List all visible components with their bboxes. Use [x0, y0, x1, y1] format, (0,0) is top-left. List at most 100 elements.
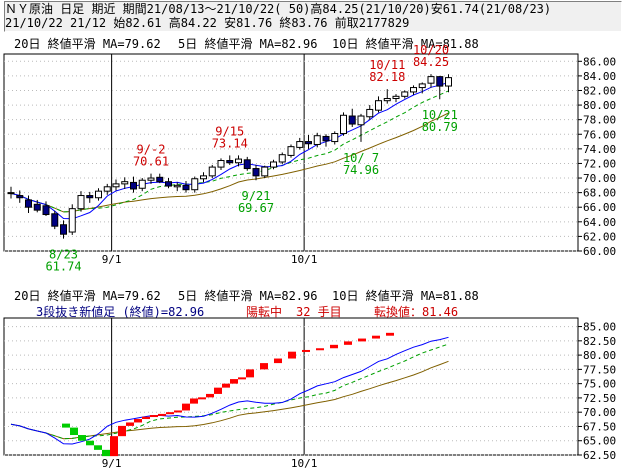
tlb-up-brick [174, 410, 182, 413]
tlb-down-brick [78, 435, 86, 441]
candle-body [77, 195, 85, 210]
tlb-up-brick [198, 397, 206, 400]
bot-y-tick-label: 65.00 [583, 435, 616, 448]
tlb-up-brick [260, 363, 268, 370]
tlb-down-brick [62, 423, 70, 428]
bot-x-tick-label: 9/1 [102, 457, 122, 470]
tlb-plot-frame [3, 317, 579, 456]
tlb-up-brick [142, 416, 150, 420]
tlb-up-brick [288, 351, 296, 359]
bot-y-tick-label: 72.50 [583, 392, 616, 405]
low-annotation-date: 9/21 [242, 189, 271, 203]
candle-body [191, 178, 199, 191]
tlb-down-brick [70, 427, 78, 436]
candle-body [7, 192, 15, 195]
top-y-tick-label: 62.00 [583, 230, 616, 243]
high-annotation-date: 9/15 [215, 124, 244, 138]
legend-ma5: 5日 終値平滑 MA=82.96 [178, 36, 317, 51]
candle-body [243, 159, 251, 170]
tlb-up-brick [182, 403, 190, 411]
candle-body [156, 176, 164, 183]
tlb-up-brick [118, 425, 126, 437]
candle-body [375, 100, 382, 111]
candle-body [348, 115, 356, 125]
high-annotation-value: 82.18 [369, 70, 405, 84]
tlb-up-brick [274, 358, 282, 364]
top-y-tick-label: 86.00 [583, 55, 616, 68]
bot-y-tick-label: 62.50 [583, 449, 616, 462]
candle-body [130, 181, 137, 190]
tlb-up-brick [358, 338, 366, 342]
three-line-break-panel: 20日 終値平滑 MA=79.62 5日 終値平滑 MA=82.96 10日 終… [3, 288, 616, 470]
top-y-tick-label: 74.00 [583, 143, 616, 156]
bot-ma10-line [10, 343, 449, 440]
tlb-up-brick [222, 383, 230, 388]
low-annotation-date: 8/23 [49, 248, 78, 262]
tlb-up-brick [134, 419, 142, 423]
tlb-down-brick [102, 449, 110, 457]
bot-y-tick-label: 80.00 [583, 349, 616, 362]
candle-body [383, 98, 391, 102]
bot-y-tick-label: 70.00 [583, 406, 616, 419]
legend-ma20-lower: 20日 終値平滑 MA=79.62 [14, 288, 161, 303]
tlb-up-brick [166, 412, 174, 415]
candle-body [86, 195, 94, 199]
legend-ma5-lower: 5日 終値平滑 MA=82.96 [178, 288, 317, 303]
candle-body [296, 141, 304, 148]
candle-body [147, 177, 155, 181]
tlb-turn-value: 転換値：81.46 [374, 304, 458, 319]
tlb-up-brick [344, 341, 352, 345]
tlb-up-brick [316, 348, 324, 351]
tlb-up-brick [214, 387, 222, 394]
candle-body [165, 181, 172, 187]
candle-body [322, 135, 330, 142]
top-y-tick-label: 66.00 [583, 201, 616, 214]
tlb-up-brick [126, 422, 134, 426]
tlb-up-brick [238, 377, 246, 380]
top-y-tick-label: 84.00 [583, 70, 616, 83]
candle-body [112, 183, 120, 188]
candle-body [208, 166, 216, 177]
candle-body [95, 190, 102, 199]
top-x-tick-label: 9/1 [102, 253, 122, 266]
top-y-tick-label: 68.00 [583, 187, 616, 200]
bot-ma5-line [10, 336, 449, 445]
candle-body [200, 175, 207, 180]
candle-body [173, 184, 181, 188]
tlb-up-brick [158, 413, 166, 416]
candle-body [25, 199, 32, 208]
candle-body [16, 195, 24, 199]
candle-body [103, 186, 111, 192]
top-y-tick-label: 72.00 [583, 157, 616, 170]
candle-body [235, 158, 242, 164]
tlb-up-brick [330, 344, 338, 349]
candle-body [436, 76, 444, 87]
tlb-up-brick [386, 332, 394, 336]
candle-body [182, 184, 190, 191]
low-annotation-value: 61.74 [45, 260, 81, 274]
bot-y-tick-label: 67.50 [583, 420, 616, 433]
candle-body [392, 95, 400, 100]
high-annotation-value: 84.25 [413, 55, 449, 69]
tlb-up-brick [246, 369, 254, 378]
candle-body [445, 77, 452, 87]
tlb-up-brick [110, 436, 118, 457]
high-annotation-date: 10/20 [413, 43, 449, 57]
low-annotation-value: 74.96 [343, 163, 379, 177]
legend-ma10: 10日 終値平滑 MA=81.88 [332, 36, 479, 51]
chart-header-latest: 21/10/22 21/12 始82.61 高84.22 安81.76 終83.… [4, 16, 622, 32]
candle-body [331, 133, 339, 143]
candle-body [226, 160, 234, 164]
candle-body [51, 213, 59, 227]
high-annotation-value: 73.14 [212, 136, 248, 150]
candle-body [60, 224, 67, 235]
top-x-tick-label: 10/1 [291, 253, 318, 266]
header-range-text: ＮＹ原油 日足 期近 期間21/08/13～21/10/22( 50)高84.2… [5, 2, 552, 16]
top-y-tick-label: 78.00 [583, 114, 616, 127]
candle-body [427, 76, 435, 84]
top-y-tick-label: 82.00 [583, 84, 616, 97]
candle-body [366, 108, 374, 118]
tlb-count: 32 手目 [296, 305, 342, 319]
tlb-up-brick [150, 415, 158, 418]
tlb-up-brick [206, 393, 214, 398]
